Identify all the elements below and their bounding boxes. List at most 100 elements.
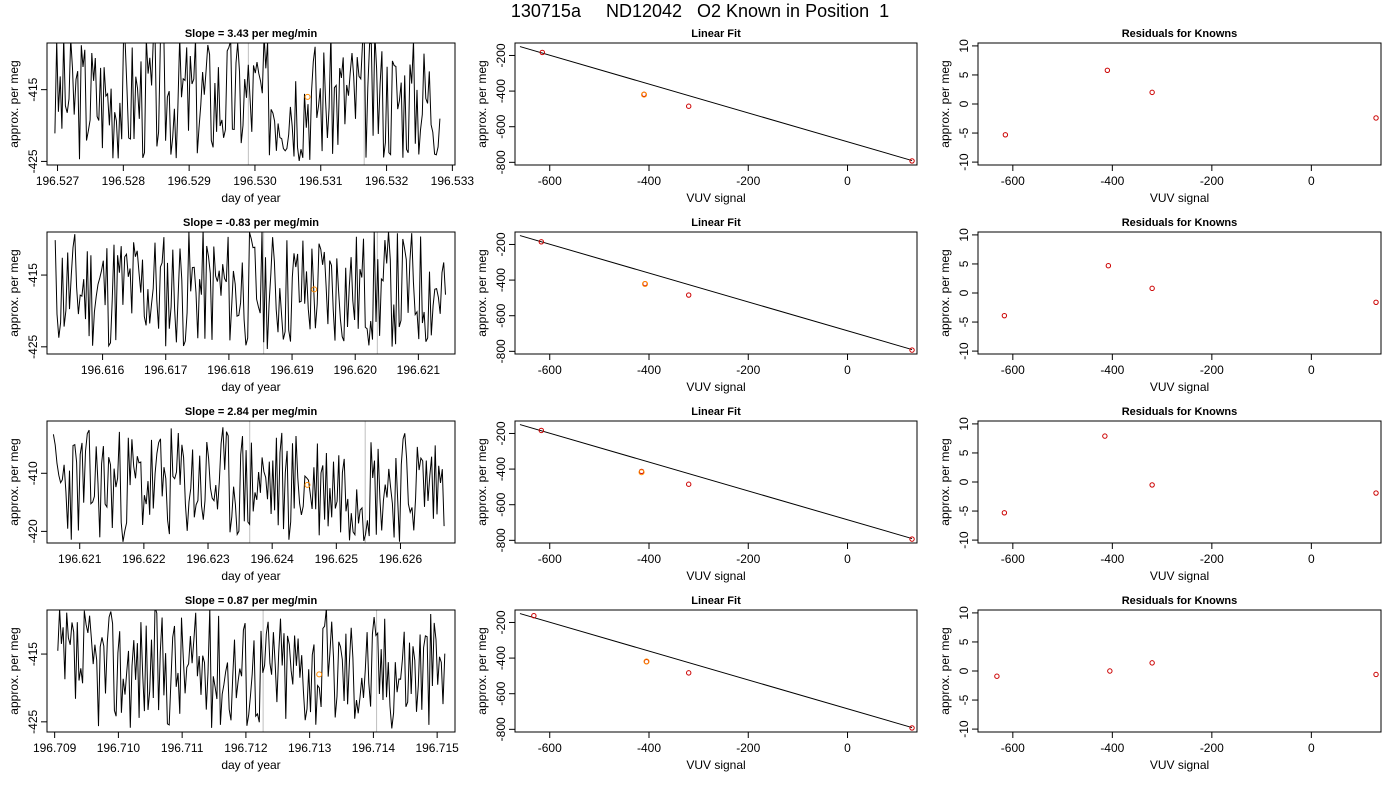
highlight-point (311, 286, 318, 293)
data-point (531, 612, 537, 619)
x-tick-label: 196.712 (224, 741, 268, 755)
x-tick-label: 0 (844, 741, 851, 755)
data-point (1001, 510, 1008, 516)
fit-line (519, 424, 913, 540)
y-tick-label: -600 (494, 114, 508, 138)
data-point (909, 158, 915, 164)
plot-frame (977, 42, 1382, 166)
x-tick-label: 196.616 (81, 363, 125, 377)
data-point (1105, 262, 1112, 269)
data-point (686, 670, 692, 676)
chart-panel: Residuals for Knowns -600 -400 -200 0 10 5 0 -5 -… (938, 28, 1382, 205)
data-point (1002, 132, 1009, 138)
y-tick-label: -800 (494, 150, 508, 174)
x-tick-label: -400 (1100, 552, 1124, 566)
chart-panel: Slope = -0.83 per meg/min 196.616 196.617 1… (7, 217, 456, 394)
x-tick-label: 196.528 (102, 174, 146, 188)
highlight-point (643, 658, 650, 665)
x-tick-label: -600 (538, 552, 562, 566)
y-tick-label: 10 (957, 417, 971, 431)
x-tick-label: -400 (637, 174, 661, 188)
y-tick-label: 5 (957, 71, 971, 78)
data-point (909, 536, 915, 542)
y-axis-label: approx. per meg (938, 627, 952, 714)
y-tick-label: -415 (26, 77, 40, 101)
highlight-point (304, 93, 311, 100)
x-tick-label: -400 (1100, 174, 1124, 188)
y-tick-label: -800 (494, 339, 508, 363)
chart-title: Slope = 0.87 per meg/min (185, 595, 318, 607)
chart-title: Slope = 2.84 per meg/min (185, 406, 318, 418)
chart-title: Residuals for Knowns (1122, 217, 1238, 229)
fit-line (519, 613, 913, 729)
plot-frame (977, 609, 1382, 733)
x-tick-label: 196.530 (233, 174, 277, 188)
y-axis-label: approx. per meg (475, 60, 489, 147)
x-tick-label: 196.621 (58, 552, 102, 566)
chart-panel: Slope = 2.84 per meg/min 196.621 196.622 19… (7, 406, 456, 583)
series-line (54, 43, 441, 161)
data-point (1149, 89, 1155, 96)
highlight-point (316, 671, 323, 678)
x-tick-label: -200 (1200, 174, 1224, 188)
y-tick-label: -5 (957, 127, 971, 138)
y-tick-label: -200 (494, 232, 508, 256)
chart-panel: Residuals for Knowns -600 -400 -200 0 10 5 0 -5 -… (938, 217, 1382, 394)
y-tick-label: -420 (26, 519, 40, 543)
y-axis-label: approx. per meg (7, 249, 21, 336)
x-tick-label: -200 (736, 741, 760, 755)
y-tick-label: -5 (957, 505, 971, 516)
x-tick-label: 196.622 (122, 552, 166, 566)
x-tick-label: -400 (637, 363, 661, 377)
series-line (57, 610, 446, 729)
x-axis-label: day of year (221, 191, 280, 205)
chart-panel: Linear Fit -600 -400 -200 0 -200 -400 -600 -800 V… (475, 595, 918, 772)
y-axis-label: approx. per meg (7, 438, 21, 525)
x-axis-label: VUV signal (1150, 758, 1209, 772)
x-tick-label: -200 (736, 174, 760, 188)
plot-area (519, 612, 915, 731)
x-tick-label: 196.527 (36, 174, 80, 188)
plot-frame (514, 609, 918, 733)
x-tick-label: 0 (844, 552, 851, 566)
y-tick-label: -600 (494, 492, 508, 516)
plot-frame (977, 231, 1382, 355)
chart-panel: Slope = 0.87 per meg/min 196.709 196.710 19… (7, 595, 459, 772)
y-tick-label: 10 (957, 39, 971, 53)
highlight-point (638, 469, 645, 476)
y-tick-label: 5 (957, 260, 971, 267)
y-tick-label: -800 (494, 717, 508, 741)
x-tick-label: 196.709 (33, 741, 77, 755)
data-point (686, 292, 692, 298)
data-point (686, 481, 692, 487)
series-line (52, 427, 445, 542)
x-tick-label: -600 (1001, 741, 1025, 755)
y-axis-label: approx. per meg (475, 438, 489, 525)
x-axis-label: VUV signal (686, 569, 745, 583)
y-axis-label: approx. per meg (7, 627, 21, 714)
y-tick-label: -600 (494, 681, 508, 705)
y-axis-label: approx. per meg (475, 249, 489, 336)
y-tick-label: -600 (494, 303, 508, 327)
x-tick-label: -600 (1001, 174, 1025, 188)
y-tick-label: 0 (957, 667, 971, 674)
x-tick-label: 196.619 (270, 363, 314, 377)
x-axis-label: VUV signal (686, 191, 745, 205)
x-tick-label: -400 (1100, 741, 1124, 755)
plot-frame (46, 42, 456, 166)
plot-frame (46, 231, 456, 355)
x-tick-label: 196.620 (334, 363, 378, 377)
x-tick-label: -600 (1001, 363, 1025, 377)
x-tick-label: 0 (1308, 741, 1315, 755)
chart-panel: Linear Fit -600 -400 -200 0 -200 -400 -600 -800 V… (475, 217, 918, 394)
x-tick-label: -200 (736, 363, 760, 377)
y-tick-label: -425 (26, 149, 40, 173)
chart-title: Residuals for Knowns (1122, 595, 1238, 607)
chart-title: Linear Fit (691, 217, 741, 229)
x-axis-label: VUV signal (1150, 191, 1209, 205)
plot-frame (46, 609, 456, 733)
plot-frame (514, 420, 918, 544)
y-tick-label: -200 (494, 43, 508, 67)
data-point (1149, 660, 1155, 666)
data-point (909, 725, 915, 731)
